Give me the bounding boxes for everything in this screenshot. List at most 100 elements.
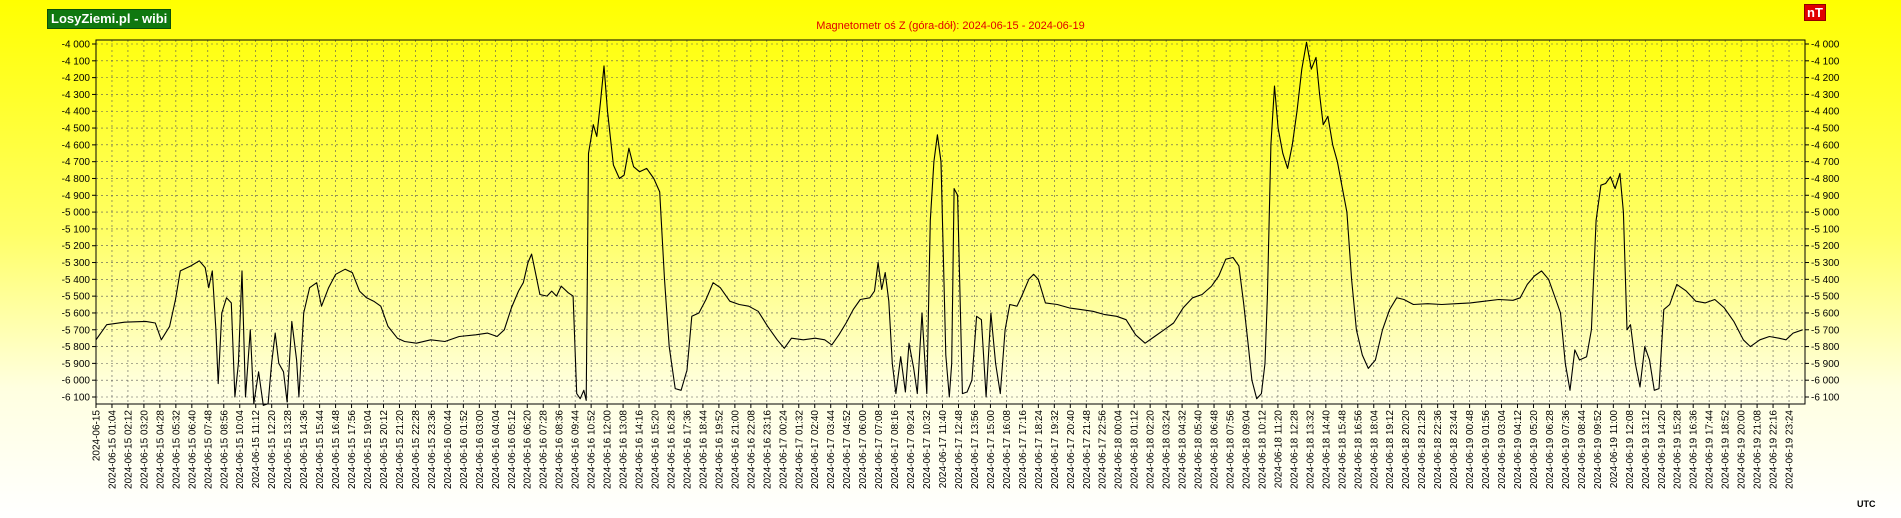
y-tick-label: -5 300: [1811, 258, 1840, 269]
x-tick-label: 2024-06-16 12:00: [603, 410, 614, 489]
series-line: [95, 41, 1803, 406]
y-axis-right: -4 000 -4 100 -4 200 -4 300 -4 400 -4 500 -4 6…: [1805, 40, 1840, 404]
y-tick-label: -4 700: [62, 157, 91, 168]
x-tick-label: 2024-06-16 04:04: [491, 410, 502, 489]
x-tick-label: 2024-06-18 05:40: [1194, 410, 1205, 489]
x-tick-label: 2024-06-18 07:56: [1226, 410, 1237, 489]
x-tick-label: 2024-06-19 20:00: [1737, 410, 1748, 489]
x-tick-label: 2024-06-19 13:12: [1641, 410, 1652, 489]
x-tick-label: 2024-06-17 10:32: [922, 410, 933, 489]
y-tick-label: -5 100: [62, 224, 91, 235]
x-tick-label: 2024-06-18 16:56: [1353, 410, 1364, 489]
y-tick-label: -6 000: [1811, 376, 1840, 387]
x-tick-label: 2024-06-15 08:56: [219, 410, 230, 489]
x-tick-label: 2024-06-18 23:44: [1449, 410, 1460, 489]
x-tick-label: 2024-06-19 07:36: [1561, 410, 1572, 489]
y-tick-label: -4 100: [62, 56, 91, 67]
x-tick-label: 2024-06-17 11:40: [938, 410, 949, 489]
x-tick-label: 2024-06-16 01:52: [459, 410, 470, 489]
unit-badge: nT: [1804, 4, 1826, 21]
x-tick-label: 2024-06-15 19:04: [363, 410, 374, 489]
x-tick-label: 2024-06-15 17:56: [347, 410, 358, 489]
x-tick-label: 2024-06-16 05:12: [507, 410, 518, 489]
y-tick-label: -4 900: [1811, 191, 1840, 202]
x-tick-label: 2024-06-15 10:04: [235, 410, 246, 489]
x-tick-label: 2024-06-16 00:44: [443, 410, 454, 489]
x-tick-label: 2024-06-16 21:00: [730, 410, 741, 489]
x-tick-label: 2024-06-15 16:48: [331, 410, 342, 489]
x-tick-label: 2024-06-18 13:32: [1305, 410, 1316, 489]
y-tick-label: -5 300: [62, 258, 91, 269]
x-tick-label: 2024-06-19 18:52: [1721, 410, 1732, 489]
x-tick-label: 2024-06-15 06:40: [187, 410, 198, 489]
x-tick-label: 2024-06-19 12:08: [1625, 410, 1636, 489]
x-tick-label: 2024-06-15 07:48: [203, 410, 214, 489]
x-tick-label: 2024-06-15 03:20: [139, 410, 150, 489]
x-tick-label: 2024-06-17 20:40: [1066, 410, 1077, 489]
x-tick-label: 2024-06-18 20:20: [1401, 410, 1412, 489]
y-tick-label: -4 700: [1811, 157, 1840, 168]
x-tick-label: 2024-06-17 16:08: [1002, 410, 1013, 489]
y-tick-label: -5 900: [1811, 359, 1840, 370]
y-tick-label: -6 100: [62, 393, 91, 404]
y-tick-label: -4 800: [62, 174, 91, 185]
x-tick-label: 2024-06-18 21:28: [1417, 410, 1428, 489]
x-tick-label: 2024-06-18 15:48: [1337, 410, 1348, 489]
y-tick-label: -5 700: [62, 325, 91, 336]
x-tick-label: 2024-06-18 11:20: [1273, 410, 1284, 489]
y-tick-label: -4 300: [1811, 90, 1840, 101]
y-tick-label: -4 200: [62, 73, 91, 84]
x-tick-label: 2024-06-19 04:12: [1513, 410, 1524, 489]
y-tick-label: -5 900: [62, 359, 91, 370]
x-tick-label: 2024-06-15 04:28: [155, 410, 166, 489]
timezone-label: UTC: [1857, 499, 1876, 509]
x-tick-label: 2024-06-17 01:32: [794, 410, 805, 489]
x-tick-label: 2024-06-19 00:48: [1465, 410, 1476, 489]
x-tick-label: 2024-06-18 14:40: [1321, 410, 1332, 489]
y-tick-label: -4 200: [1811, 73, 1840, 84]
y-tick-label: -5 000: [1811, 208, 1840, 219]
x-tick-label: 2024-06-17 19:32: [1050, 410, 1061, 489]
x-tick-label: 2024-06-16 07:28: [539, 410, 550, 489]
x-tick-label: 2024-06-15 23:36: [427, 410, 438, 489]
x-tick-label: 2024-06-16 19:52: [714, 410, 725, 489]
x-tick-label: 2024-06-19 09:52: [1593, 410, 1604, 489]
y-tick-label: -5 500: [1811, 292, 1840, 303]
x-tick-label: 2024-06-19 01:56: [1481, 410, 1492, 489]
x-tick-label: 2024-06-15 01:04: [107, 410, 118, 489]
x-tick-label: 2024-06-18 04:32: [1178, 410, 1189, 489]
y-tick-label: -4 500: [62, 124, 91, 135]
y-tick-label: -5 800: [1811, 342, 1840, 353]
x-tick-label: 2024-06-16 13:08: [619, 410, 630, 489]
x-tick-label: 2024-06-15 21:20: [395, 410, 406, 489]
y-tick-label: -4 100: [1811, 56, 1840, 67]
chart-title: Magnetometr oś Z (góra-dół): 2024-06-15 …: [816, 20, 1085, 32]
y-tick-label: -5 500: [62, 292, 91, 303]
x-tick-label: 2024-06-17 18:24: [1034, 410, 1045, 489]
y-tick-label: -5 400: [62, 275, 91, 286]
x-tick-label: 2024-06-16 22:08: [746, 410, 757, 489]
site-label: LosyZiemi.pl - wibi: [47, 9, 172, 29]
x-tick-label: 2024-06-16 15:20: [651, 410, 662, 489]
y-tick-label: -5 200: [1811, 241, 1840, 252]
x-tick-label: 2024-06-17 12:48: [954, 410, 965, 489]
x-tick-label: 2024-06-15 14:36: [299, 410, 310, 489]
y-tick-label: -5 700: [1811, 325, 1840, 336]
x-tick-label: 2024-06-19 15:28: [1673, 410, 1684, 489]
y-tick-label: -5 600: [1811, 308, 1840, 319]
y-tick-label: -6 100: [1811, 393, 1840, 404]
y-tick-label: -4 500: [1811, 124, 1840, 135]
x-tick-label: 2024-06-16 08:36: [555, 410, 566, 489]
x-tick-label: 2024-06-17 09:24: [906, 410, 917, 489]
x-tick-label: 2024-06-16 09:44: [571, 410, 582, 489]
x-tick-label: 2024-06-16 14:16: [635, 410, 646, 489]
x-tick-label: 2024-06-17 06:00: [858, 410, 869, 489]
x-tick-label: 2024-06-17 00:24: [778, 410, 789, 489]
x-tick-label: 2024-06-18 10:12: [1257, 410, 1268, 489]
x-tick-label: 2024-06-15 12:20: [267, 410, 278, 489]
x-tick-label: 2024-06-15 11:12: [251, 410, 262, 489]
y-tick-label: -4 600: [62, 140, 91, 151]
x-tick-label: 2024-06-16 06:20: [523, 410, 534, 489]
x-tick-label: 2024-06-17 03:44: [826, 410, 837, 489]
y-tick-label: -4 400: [62, 107, 91, 118]
